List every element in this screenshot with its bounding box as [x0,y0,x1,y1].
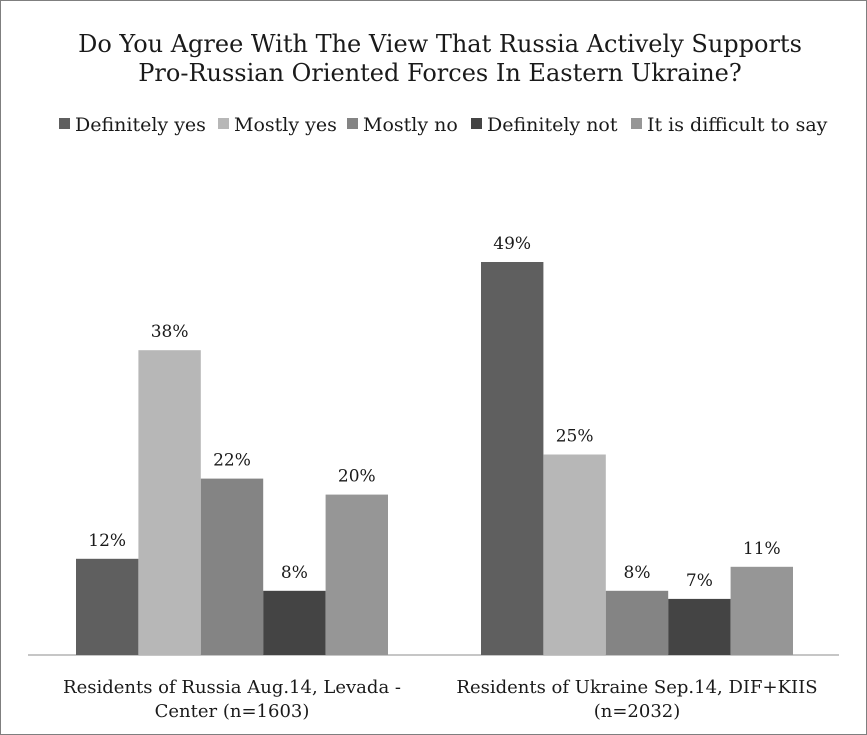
bar-1-3 [668,598,731,655]
data-label: 38% [151,322,189,342]
bar-1-0 [481,262,544,655]
legend-swatch [347,118,358,129]
category-label: Residents of Russia Aug.14, Levada - [63,677,401,698]
category-label: Residents of Ukraine Sep.14, DIF+KIIS [456,677,817,698]
bar-1-2 [605,590,669,655]
legend-label: It is difficult to say [647,114,828,136]
bar-0-0 [76,558,139,655]
legend-swatch [59,118,70,129]
bar-1-4 [730,566,793,655]
bar-0-3 [263,590,326,655]
data-label: 49% [493,234,531,254]
data-label: 7% [686,571,713,591]
category-label: (n=2032) [594,701,681,722]
bar-0-1 [138,350,201,655]
bar-1-1 [543,454,606,655]
bar-0-4 [325,494,388,655]
legend-swatch [218,118,229,129]
category-label: Center (n=1603) [155,701,310,722]
data-label: 22% [213,451,251,471]
data-label: 12% [88,531,126,551]
legend-label: Mostly yes [234,114,337,136]
chart-title-line: Do You Agree With The View That Russia A… [78,30,802,58]
data-label: 8% [624,563,651,583]
bar-0-2 [200,478,264,655]
data-label: 8% [281,563,308,583]
legend-label: Mostly no [363,114,458,136]
legend-label: Definitely not [487,114,618,136]
legend-swatch [631,118,642,129]
data-label: 11% [743,539,781,559]
legend-swatch [471,118,482,129]
data-label: 20% [338,467,376,487]
data-label: 25% [556,427,594,447]
legend-label: Definitely yes [75,114,206,136]
chart-title-line: Pro-Russian Oriented Forces In Eastern U… [138,59,741,87]
